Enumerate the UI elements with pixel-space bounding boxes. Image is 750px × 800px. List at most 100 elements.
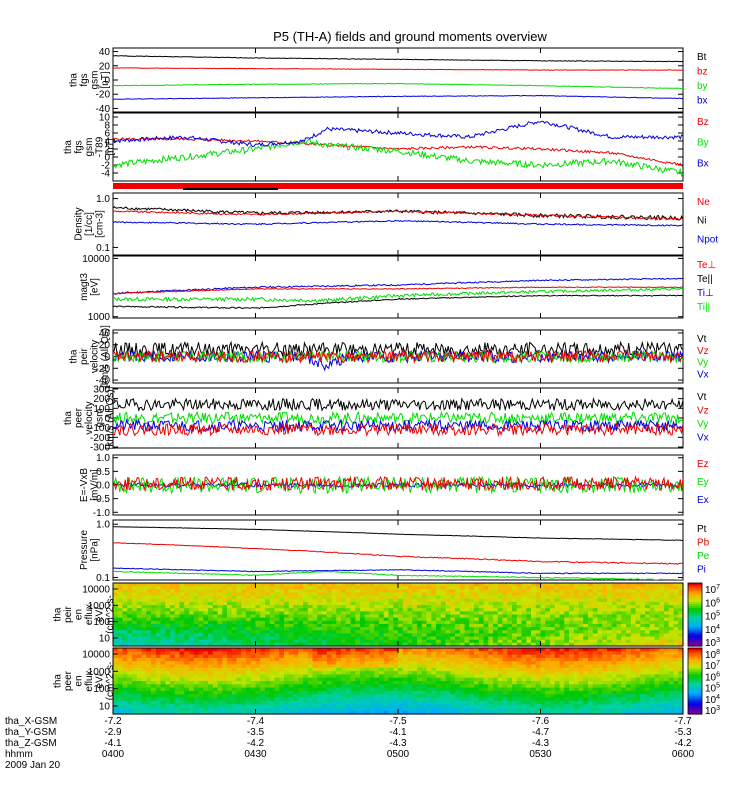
- spectrogram-cell: [136, 589, 143, 594]
- spectrogram-cell: [583, 667, 589, 672]
- colorbar-cell: [688, 650, 702, 653]
- spectrogram-cell: [269, 681, 276, 685]
- spectrogram-cell: [673, 639, 679, 644]
- spectrogram-cell: [355, 639, 361, 644]
- spectrogram-cell: [417, 710, 423, 715]
- spectrogram-cell: [459, 690, 466, 695]
- ytick-label: 10000: [82, 254, 110, 265]
- spectrogram-cell: [136, 687, 143, 692]
- spectrogram-cell: [246, 627, 252, 631]
- spectrogram-cell: [265, 700, 271, 705]
- spectrogram-cell: [445, 589, 451, 594]
- spectrogram-cell: [231, 681, 238, 685]
- spectrogram-cell: [459, 684, 466, 689]
- spectrogram-cell: [360, 684, 366, 689]
- spectrogram-cell: [545, 684, 551, 689]
- spectrogram-cell: [132, 677, 138, 682]
- spectrogram-cell: [588, 704, 594, 708]
- spectrogram-cell: [322, 583, 328, 587]
- spectrogram-cell: [621, 617, 627, 622]
- colorbar-cell: [688, 583, 702, 586]
- spectrogram-cell: [379, 704, 385, 708]
- spectrogram-cell: [388, 633, 394, 638]
- spectrogram-cell: [474, 595, 480, 600]
- spectrogram-cell: [431, 690, 437, 695]
- spectrogram-cell: [350, 614, 356, 619]
- spectrogram-cell: [250, 617, 257, 622]
- spectrogram-cell: [426, 617, 432, 622]
- spectrogram-cell: [222, 677, 228, 682]
- ytick-label: 100: [93, 404, 110, 415]
- spectrogram-cell: [573, 681, 580, 685]
- spectrogram-cell: [398, 627, 404, 631]
- spectrogram-cell: [412, 642, 418, 647]
- series-line-By: [113, 138, 683, 178]
- spectrogram-cell: [550, 589, 556, 594]
- spectrogram-cell: [341, 639, 347, 644]
- spectrogram-cell: [155, 687, 162, 692]
- spectrogram-cell: [307, 654, 314, 659]
- spectrogram-cell: [540, 636, 546, 641]
- spectrogram-cell: [288, 611, 295, 616]
- spectrogram-cell: [141, 671, 147, 675]
- spectrogram-cell: [474, 617, 480, 622]
- spectrogram-cell: [531, 681, 537, 685]
- spectrogram-cell: [516, 690, 523, 695]
- spectrogram-cell: [151, 605, 157, 609]
- spectrogram-cell: [336, 583, 342, 587]
- spectrogram-cell: [265, 592, 271, 597]
- spectrogram-cell: [431, 592, 437, 597]
- spectrogram-cell: [440, 639, 447, 644]
- spectrogram-cell: [364, 707, 371, 712]
- spectrogram-cell: [222, 601, 228, 606]
- spectrogram-cell: [464, 639, 470, 644]
- spectrogram-cell: [417, 681, 423, 685]
- spectrogram-cell: [540, 617, 546, 622]
- spectrogram-cell: [493, 592, 499, 597]
- ytick-label: 4: [104, 137, 110, 148]
- spectrogram-cell: [417, 697, 423, 702]
- spectrogram-cell: [445, 627, 451, 631]
- spectrogram-cell: [630, 684, 637, 689]
- spectrogram-cell: [611, 611, 618, 616]
- spectrogram-cell: [236, 586, 242, 590]
- spectrogram-cell: [312, 648, 318, 652]
- spectrogram-cell: [322, 710, 328, 715]
- spectrogram-cell: [483, 623, 489, 628]
- colorbar-tick: 105: [705, 611, 720, 623]
- spectrogram-cell: [649, 671, 656, 675]
- spectrogram-cell: [369, 710, 375, 715]
- spectrogram-cell: [450, 611, 456, 616]
- spectrogram-cell: [265, 664, 271, 669]
- spectrogram-cell: [649, 620, 656, 625]
- spectrogram-cell: [322, 704, 328, 708]
- spectrogram-cell: [659, 648, 665, 652]
- spectrogram-cell: [212, 623, 219, 628]
- spectrogram-cell: [132, 617, 138, 622]
- spectrogram-cell: [141, 667, 147, 672]
- spectrogram-cell: [607, 633, 613, 638]
- spectrogram-cell: [649, 614, 656, 619]
- spectrogram-cell: [678, 639, 684, 644]
- spectrogram-cell: [265, 690, 271, 695]
- spectrogram-cell: [645, 704, 651, 708]
- spectrogram-cell: [469, 633, 475, 638]
- spectrogram-cell: [326, 623, 333, 628]
- spectrogram-cell: [550, 623, 556, 628]
- colorbar-cell: [688, 620, 702, 624]
- spectrogram-cell: [497, 592, 504, 597]
- spectrogram-cell: [217, 614, 223, 619]
- spectrogram-cell: [374, 648, 380, 652]
- spectrogram-cell: [412, 627, 418, 631]
- spectrogram-cell: [626, 633, 632, 638]
- spectrogram-cell: [583, 710, 589, 715]
- spectrogram-cell: [193, 627, 200, 631]
- spectrogram-cell: [592, 617, 599, 622]
- spectrogram-cell: [212, 611, 219, 616]
- spectrogram-cell: [269, 636, 276, 641]
- spectrogram-cell: [231, 710, 238, 715]
- spectrogram-cell: [450, 605, 456, 609]
- spectrogram-cell: [208, 690, 214, 695]
- spectrogram-cell: [193, 677, 200, 682]
- spectrogram-cell: [312, 681, 318, 685]
